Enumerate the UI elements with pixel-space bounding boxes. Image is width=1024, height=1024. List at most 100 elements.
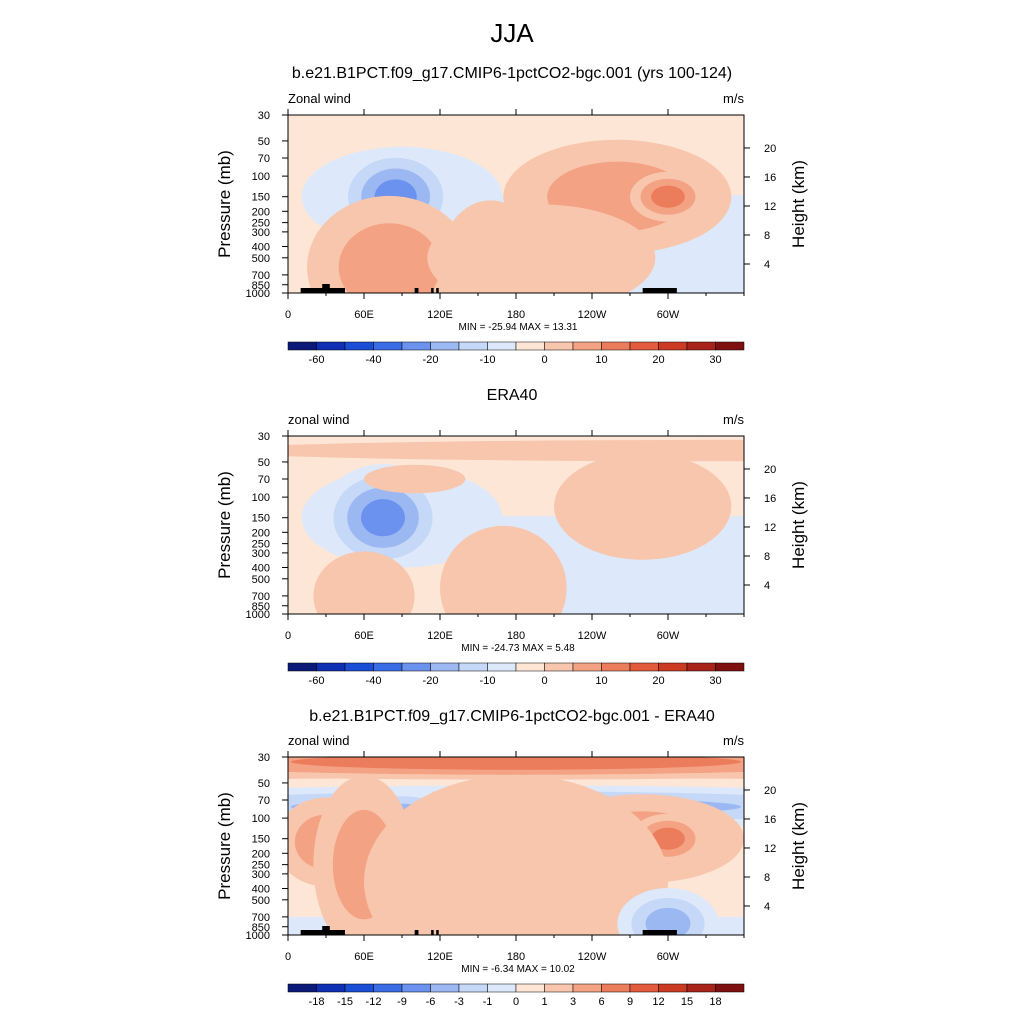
colorbar-swatch <box>658 662 688 672</box>
page-title: JJA <box>490 18 534 48</box>
lon-tick-label: 0 <box>285 630 291 642</box>
colorbar-swatch <box>430 662 460 672</box>
colorbar-label: 10 <box>595 354 607 366</box>
pressure-tick-label: 70 <box>258 795 270 807</box>
colorbar-label: -40 <box>366 675 382 687</box>
contour-blob <box>427 204 656 293</box>
terrain-mask <box>414 930 419 935</box>
min-max-stats: MIN = -25.94 MAX = 13.31 <box>459 322 578 333</box>
pressure-tick-label: 850 <box>252 280 270 292</box>
pressure-tick-label: 70 <box>258 153 270 165</box>
colorbar-swatch <box>572 662 602 672</box>
colorbar-label: 0 <box>541 675 547 687</box>
pressure-tick-label: 100 <box>252 813 270 825</box>
colorbar-label: 12 <box>652 996 664 1008</box>
min-max-stats: MIN = -6.34 MAX = 10.02 <box>461 964 575 975</box>
colorbar-swatch <box>458 662 488 672</box>
lon-tick-label: 180 <box>507 630 525 642</box>
pressure-tick-label: 700 <box>252 591 270 603</box>
pressure-tick-label: 500 <box>252 895 270 907</box>
colorbar-swatch <box>629 662 659 672</box>
pressure-tick-label: 200 <box>252 206 270 218</box>
colorbar-label: 0 <box>541 354 547 366</box>
contour-field <box>288 115 744 293</box>
terrain-mask <box>431 930 434 935</box>
lon-tick-label: 60W <box>657 309 680 321</box>
lon-tick-label: 0 <box>285 951 291 963</box>
terrain-mask <box>431 288 434 293</box>
lon-tick-label: 60W <box>657 951 680 963</box>
colorbar-swatch <box>458 341 488 351</box>
height-tick-label: 8 <box>764 551 770 563</box>
pressure-tick-label: 50 <box>258 136 270 148</box>
pressure-tick-label: 150 <box>252 513 270 525</box>
min-max-stats: MIN = -24.73 MAX = 5.48 <box>461 643 575 654</box>
terrain-mask <box>322 926 330 930</box>
colorbar-swatch <box>686 341 716 351</box>
pressure-tick-label: 150 <box>252 192 270 204</box>
colorbar-label: 6 <box>598 996 604 1008</box>
contour-blob <box>338 223 440 293</box>
terrain-mask <box>436 930 439 935</box>
panel-title: b.e21.B1PCT.f09_g17.CMIP6-1pctCO2-bgc.00… <box>292 65 732 82</box>
pressure-tick-label: 250 <box>252 860 270 872</box>
colorbar-swatch <box>458 983 488 993</box>
colorbar-swatch <box>572 341 602 351</box>
colorbar-swatch <box>601 341 631 351</box>
colorbar-label: -60 <box>309 675 325 687</box>
terrain-mask <box>436 288 439 293</box>
contour-blob <box>440 525 567 614</box>
height-tick-label: 4 <box>764 580 770 592</box>
height-tick-label: 20 <box>764 464 776 476</box>
colorbar-label: 20 <box>652 675 664 687</box>
terrain-mask <box>319 930 330 935</box>
pressure-tick-label: 500 <box>252 253 270 265</box>
colorbar-swatch <box>316 662 346 672</box>
terrain-mask <box>332 930 345 935</box>
pressure-tick-label: 300 <box>252 869 270 881</box>
lon-tick-label: 120W <box>578 951 607 963</box>
units-label: m/s <box>723 733 744 748</box>
colorbar-swatch <box>287 662 317 672</box>
colorbar-label: -9 <box>397 996 407 1008</box>
pressure-tick-label: 400 <box>252 562 270 574</box>
height-tick-label: 12 <box>764 843 776 855</box>
contour-blob <box>364 464 466 494</box>
colorbar-label: -20 <box>423 354 439 366</box>
colorbar-swatch <box>572 983 602 993</box>
colorbar-label: 3 <box>570 996 576 1008</box>
pressure-tick-label: 200 <box>252 527 270 539</box>
pressure-tick-label: 250 <box>252 218 270 230</box>
colorbar-swatch <box>316 983 346 993</box>
colorbar-label: -10 <box>480 354 496 366</box>
colorbar-swatch <box>515 983 545 993</box>
pressure-tick-label: 500 <box>252 574 270 586</box>
colorbar-label: -15 <box>337 996 353 1008</box>
colorbar-swatch <box>487 983 517 993</box>
colorbar-swatch <box>487 662 517 672</box>
panel-title: b.e21.B1PCT.f09_g17.CMIP6-1pctCO2-bgc.00… <box>309 708 715 725</box>
lon-tick-label: 120W <box>578 309 607 321</box>
colorbar-swatch <box>686 983 716 993</box>
contour-blob <box>360 499 406 537</box>
pressure-tick-label: 300 <box>252 227 270 239</box>
height-tick-label: 20 <box>764 785 776 797</box>
contour-field <box>288 436 744 614</box>
colorbar-swatch <box>715 662 745 672</box>
colorbar-swatch <box>487 341 517 351</box>
lon-tick-label: 0 <box>285 309 291 321</box>
colorbar-swatch <box>601 662 631 672</box>
pressure-tick-label: 300 <box>252 548 270 560</box>
y-right-axis-title: Height (km) <box>789 160 808 248</box>
colorbar-swatch <box>344 341 374 351</box>
units-label: m/s <box>723 412 744 427</box>
lon-tick-label: 60E <box>354 309 374 321</box>
contour-blob <box>364 774 668 935</box>
pressure-tick-label: 30 <box>258 431 270 443</box>
colorbar-swatch <box>601 983 631 993</box>
colorbar-label: 30 <box>709 354 721 366</box>
colorbar-swatch <box>544 662 574 672</box>
contour-blob <box>554 452 732 560</box>
colorbar-swatch <box>715 341 745 351</box>
